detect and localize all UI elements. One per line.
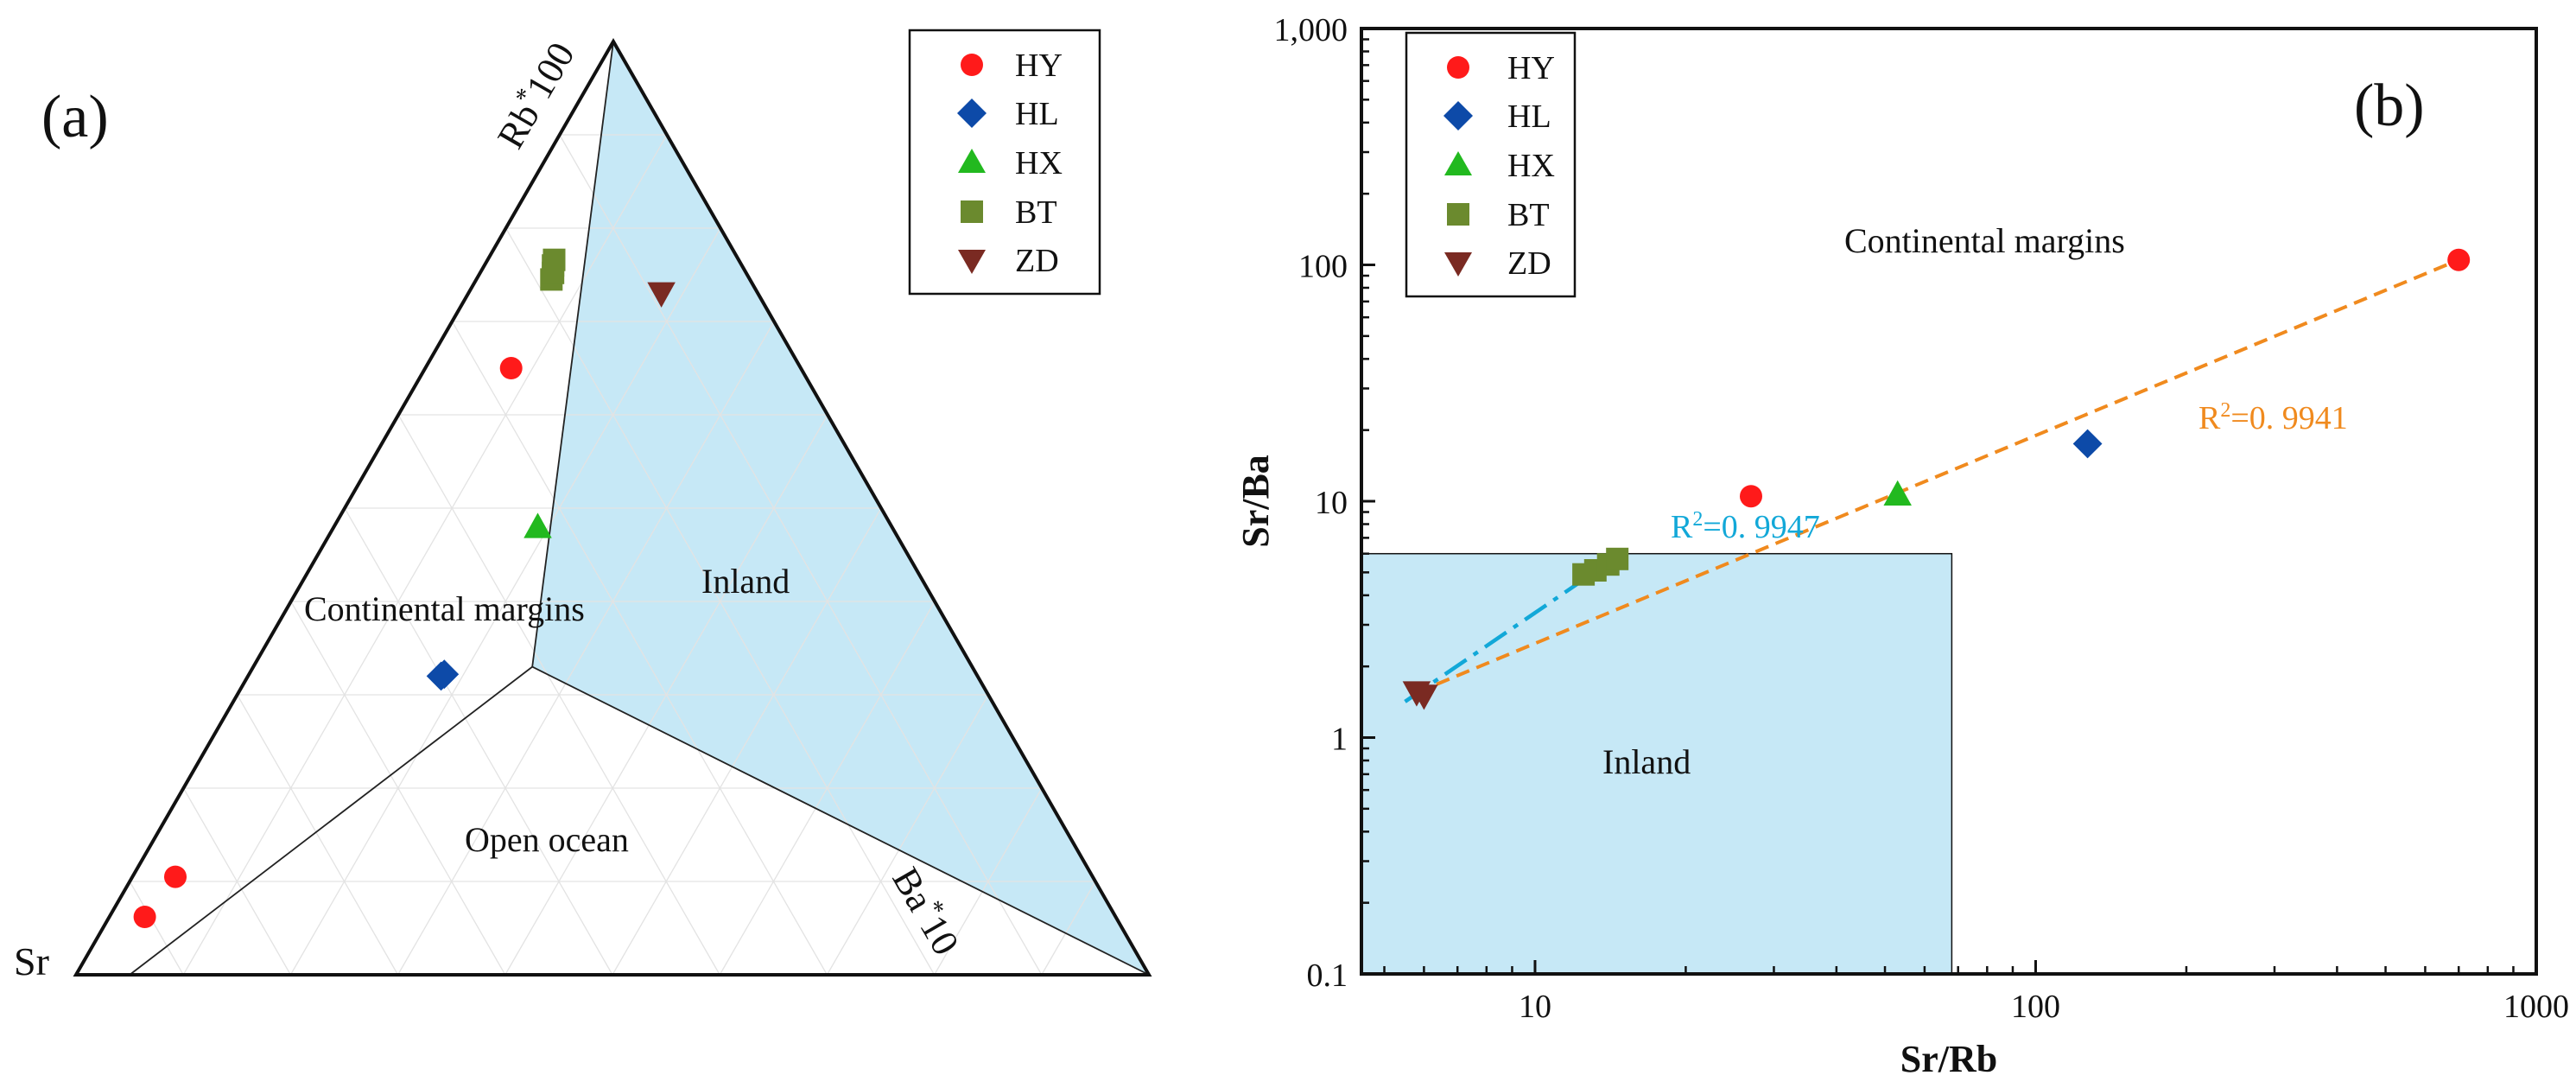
grid-line xyxy=(559,134,1043,976)
grid-line xyxy=(451,321,828,976)
point-hy xyxy=(1740,485,1762,508)
point-zd xyxy=(1410,684,1438,710)
region-label-continental: Continental margins xyxy=(304,589,585,628)
point-hy xyxy=(133,906,156,928)
legend-entry-zd-b: ZD xyxy=(1444,245,1551,282)
legend-marker-hl xyxy=(957,99,987,128)
grid-line xyxy=(1041,881,1096,976)
grid-line xyxy=(344,507,613,976)
x-tick-label: 100 xyxy=(2011,989,2060,1025)
fit-label-bt: R2=0. 9947 xyxy=(1671,508,1820,545)
point-hx xyxy=(1883,480,1912,506)
region-label-open-ocean: Open ocean xyxy=(465,820,629,859)
region-label-inland: Inland xyxy=(701,562,790,601)
point-hl xyxy=(2072,429,2103,459)
ternary-frame xyxy=(73,37,1152,977)
region-boundaries xyxy=(129,41,1150,976)
y-tick-label: 1,000 xyxy=(1274,12,1348,48)
grid-line xyxy=(719,601,936,976)
grid-line xyxy=(612,507,882,976)
legend-entry-hl-b: HL xyxy=(1443,99,1551,135)
legend-entry-bt: BT xyxy=(961,194,1057,231)
y-tick-label: 10 xyxy=(1315,485,1348,521)
legend-marker-hy-b xyxy=(1447,56,1469,79)
point-bt xyxy=(542,248,566,271)
legend-marker-hl-b xyxy=(1443,101,1473,130)
x-tick-label: 1000 xyxy=(2503,989,2569,1025)
y-axis-label: Sr/Ba xyxy=(1234,455,1277,548)
panel-b-label: (b) xyxy=(2354,73,2425,139)
legend-box xyxy=(908,29,1101,296)
boundary-line xyxy=(531,665,1150,976)
legend-label-bt: BT xyxy=(1015,194,1057,231)
grid-line xyxy=(290,601,506,976)
x-axis-label: Sr/Rb xyxy=(1900,1038,1997,1080)
y-tick-label: 0.1 xyxy=(1307,958,1348,994)
legend-label-zd: ZD xyxy=(1015,243,1059,279)
legend-entry-hy: HY xyxy=(961,48,1063,84)
grid-line xyxy=(182,787,291,976)
grid-line xyxy=(182,134,668,976)
fit-line-all xyxy=(1416,258,2459,695)
legend-entry-hy-b: HY xyxy=(1447,50,1555,86)
grid-line xyxy=(826,694,989,976)
legend-label-bt-b: BT xyxy=(1507,197,1550,233)
grid-line xyxy=(237,694,399,976)
inland-region-b xyxy=(1361,552,1953,975)
legend-label-zd-b: ZD xyxy=(1507,245,1551,282)
x-tick-label: 10 xyxy=(1519,989,1551,1025)
legend-marker-zd xyxy=(958,250,986,274)
loglog-points xyxy=(1402,248,2471,710)
legend-entry-hx-b: HX xyxy=(1444,148,1555,184)
axes-ticks: 10 100 1000 0.1 1 10 100 1,000 xyxy=(1274,12,2570,1025)
legend-label-hl: HL xyxy=(1015,96,1059,132)
legend-label-hx: HX xyxy=(1015,145,1063,181)
ternary-grid xyxy=(129,134,1096,976)
panel-a-label: (a) xyxy=(41,84,109,150)
boundary-line xyxy=(531,41,614,667)
legend-marker-bt-b xyxy=(1447,203,1469,226)
legend-entry-bt-b: BT xyxy=(1447,197,1550,233)
point-hx xyxy=(523,512,552,538)
legend-marker-hx xyxy=(958,149,986,173)
boundary-line xyxy=(129,665,533,976)
region-label-inland-b: Inland xyxy=(1602,742,1691,781)
legend-a: HY HL HX BT ZD xyxy=(908,29,1101,296)
vertex-label-top: Rb*100 xyxy=(487,34,583,156)
y-tick-label: 1 xyxy=(1331,722,1348,758)
ternary-points xyxy=(133,248,676,928)
legend-marker-hy xyxy=(961,54,983,76)
region-label-continental-b: Continental margins xyxy=(1844,221,2125,260)
legend-marker-hx-b xyxy=(1444,151,1472,175)
legend-label-hy: HY xyxy=(1015,48,1063,84)
grid-line xyxy=(397,321,775,976)
legend-label-hl-b: HL xyxy=(1507,99,1551,135)
point-zd xyxy=(647,282,676,308)
legend-b: HY HL HX BT ZD xyxy=(1405,31,1577,298)
legend-entry-zd: ZD xyxy=(958,243,1059,279)
grid-line xyxy=(934,787,1043,976)
point-hl xyxy=(429,659,460,690)
point-hy xyxy=(499,357,523,379)
y-tick-label: 100 xyxy=(1298,249,1348,285)
fit-label-all: R2=0. 9941 xyxy=(2198,399,2348,436)
legend-box-b xyxy=(1405,31,1577,298)
ternary-panel: (a) Rb*100 Sr Ba*10 Continental margins … xyxy=(14,29,1152,983)
loglog-panel: 10 100 1000 0.1 1 10 100 1,000 (b) Continental … xyxy=(1234,12,2569,1080)
legend-marker-zd-b xyxy=(1444,252,1472,277)
legend-label-hy-b: HY xyxy=(1507,50,1555,86)
legend-entry-hl: HL xyxy=(957,96,1059,132)
legend-entry-hx: HX xyxy=(958,145,1063,181)
grid-line xyxy=(129,881,184,976)
vertex-label-left: Sr xyxy=(14,939,49,983)
legend-marker-bt xyxy=(961,200,983,223)
legend-label-hx-b: HX xyxy=(1507,148,1555,184)
point-hy xyxy=(164,865,187,888)
point-hy xyxy=(2447,248,2471,271)
point-bt xyxy=(1606,547,1629,570)
